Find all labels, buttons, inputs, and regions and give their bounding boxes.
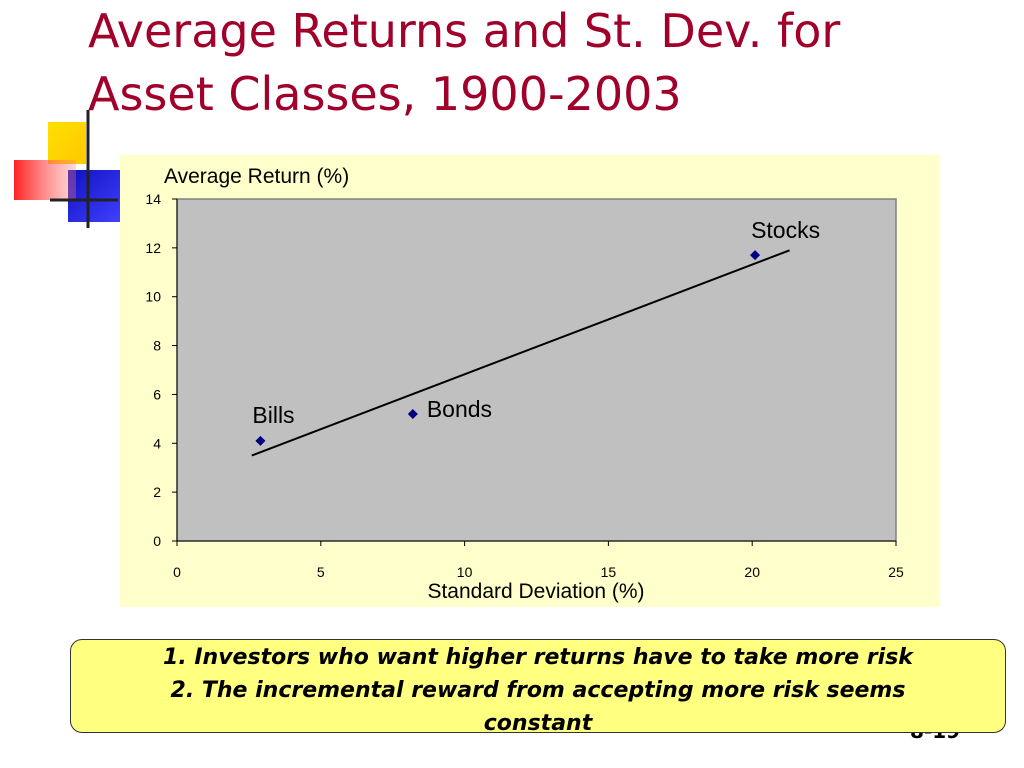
data-point-stocks [750,250,761,261]
x-tick-label: 5 [317,564,325,580]
x-tick-label: 25 [888,564,904,580]
y-tick-label: 14 [145,191,161,207]
slide-title: Average Returns and St. Dev. for Asset C… [88,0,1008,126]
y-tick-label: 2 [153,484,161,500]
y-tick-label: 12 [145,240,161,256]
y-tick-label: 4 [153,435,161,451]
y-tick-label: 0 [153,533,161,549]
key-points-callout: 1. Investors who want higher returns hav… [70,639,1006,736]
x-tick-label: 20 [744,564,760,580]
y-axis-label: Average Return (%) [164,165,349,188]
x-tick-label: 15 [601,564,617,580]
y-tick-label: 6 [153,386,161,402]
x-tick-label: 0 [173,564,181,580]
point-label-bills: Bills [252,402,294,428]
slide-title-line-2: Asset Classes, 1900-2003 [88,67,682,121]
decorative-squares-logo [14,110,120,228]
callout-line-1: 1. Investors who want higher returns hav… [163,645,913,670]
callout-line-2: 2. The incremental reward from accepting… [170,678,906,703]
y-tick-label: 8 [153,338,161,354]
point-label-stocks: Stocks [751,217,820,243]
x-axis-label: Standard Deviation (%) [427,580,644,603]
slide-title-line-1: Average Returns and St. Dev. for [88,4,841,58]
scatter-chart: Average Return (%) Standard Deviation (%… [145,165,904,603]
point-label-bonds: Bonds [427,396,492,422]
x-tick-label: 10 [457,564,473,580]
data-point-bonds [407,408,418,419]
callout-line-3: constant [483,711,593,736]
trend-line [251,249,790,457]
y-tick-label: 10 [145,289,161,305]
chart-panel: Average Return (%) Standard Deviation (%… [120,155,940,607]
